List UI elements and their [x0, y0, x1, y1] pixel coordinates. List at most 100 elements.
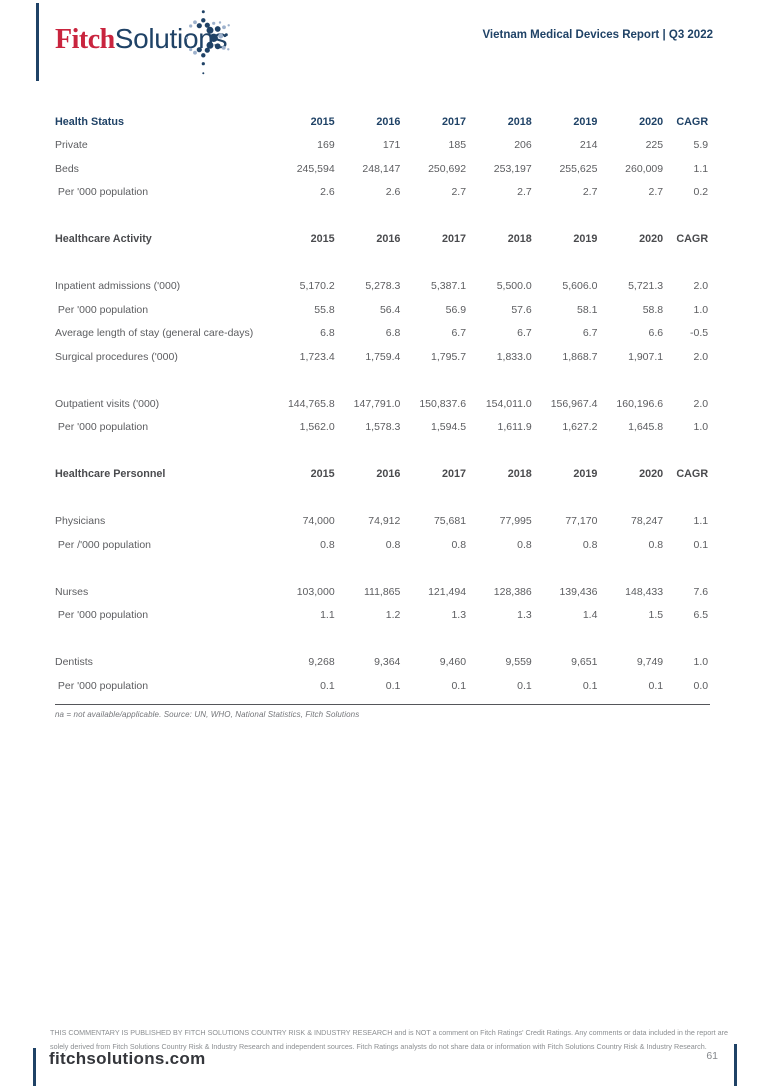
cell-value: 148,433	[625, 585, 664, 598]
cell-value: 2.0	[693, 280, 709, 293]
table-row: Dentists 9,268 9,364 9,460 9,559 9,651 9,749 1.…	[55, 651, 709, 675]
cell-value: 154,011.0	[485, 397, 532, 410]
cell-value: 1,594.5	[431, 421, 467, 434]
cell-value: 6.8	[320, 327, 335, 340]
row-spacer	[55, 486, 709, 510]
row-spacer	[55, 204, 709, 228]
cell-value: 160,196.6	[616, 397, 664, 410]
cell-value: 0.1	[320, 679, 335, 692]
cell-value: 2.0	[693, 350, 709, 363]
cell-value: 2.7	[451, 186, 467, 199]
cell-value: 2.6	[320, 186, 335, 199]
table-row: Beds 245,594 248,147 250,692 253,197 255,625 2…	[55, 157, 709, 181]
cell-value: 1,759.4	[365, 350, 401, 363]
year-column-header: 2018	[507, 233, 532, 246]
cell-value: 0.1	[451, 679, 467, 692]
fitchsolutions-link[interactable]: fitchsolutions.com	[49, 1049, 206, 1068]
row-spacer	[55, 627, 709, 651]
cell-value: 1.3	[451, 609, 467, 622]
page-number: 61	[706, 1050, 718, 1062]
table-section-title: Healthcare Personnel	[55, 468, 166, 481]
cell-value: 144,765.8	[287, 397, 335, 410]
cell-value: 0.1	[648, 679, 664, 692]
row-label: Per /'000 population	[55, 538, 151, 551]
cell-value: 0.8	[582, 538, 598, 551]
row-label: Outpatient visits ('000)	[55, 397, 160, 410]
table-section-title: Healthcare Activity	[55, 233, 152, 246]
cell-value: 103,000	[296, 585, 335, 598]
health-statistics-tables: Health Status 2015 2016 2017 2018 2019 2020 CAG…	[55, 110, 709, 698]
cell-value: 121,494	[428, 585, 467, 598]
cell-value: 5,721.3	[628, 280, 664, 293]
row-label: Per '000 population	[55, 609, 149, 622]
cell-value: 1.1	[693, 515, 709, 528]
cell-value: 0.1	[517, 679, 532, 692]
cell-value: 147,791.0	[353, 397, 401, 410]
cell-value: 0.8	[451, 538, 467, 551]
table-row: Per '000 population 0.1 0.1 0.1 0.1 0.1 0.1 0.0	[55, 674, 709, 698]
cell-value: 1.0	[693, 421, 709, 434]
cell-value: 7.6	[693, 585, 709, 598]
cell-value: 2.7	[648, 186, 664, 199]
row-label: Nurses	[55, 585, 89, 598]
footer-accent-bar-left	[33, 1048, 36, 1086]
table-row: Per '000 population 1,562.0 1,578.3 1,594.5…	[55, 416, 709, 440]
table-row: Nurses 103,000 111,865 121,494 128,386 139,43…	[55, 580, 709, 604]
cell-value: 9,364	[374, 656, 401, 669]
cell-value: 255,625	[559, 162, 598, 175]
year-column-header: 2020	[639, 233, 664, 246]
footer-disclaimer: THIS COMMENTARY IS PUBLISHED BY FITCH SO…	[50, 1028, 729, 1051]
cell-value: 0.1	[693, 538, 709, 551]
cell-value: 253,197	[493, 162, 532, 175]
row-label: Per '000 population	[55, 303, 149, 316]
cell-value: 1,578.3	[365, 421, 401, 434]
cell-value: 74,912	[368, 515, 401, 528]
row-label: Average length of stay (general care-day…	[55, 327, 254, 340]
cell-value: 1.0	[693, 656, 709, 669]
cell-value: 58.1	[577, 303, 598, 316]
year-column-header: 2019	[573, 115, 598, 128]
year-column-header: 2015	[310, 115, 335, 128]
cell-value: 6.7	[451, 327, 467, 340]
cell-value: 5,500.0	[496, 280, 532, 293]
table-footnote: na = not available/applicable. Source: U…	[55, 710, 360, 719]
cell-value: 6.7	[517, 327, 532, 340]
cell-value: 0.8	[385, 538, 401, 551]
cell-value: 0.8	[648, 538, 664, 551]
cell-value: 6.7	[582, 327, 598, 340]
year-column-header: 2015	[310, 233, 335, 246]
row-spacer	[55, 369, 709, 393]
table-row: Per '000 population 1.1 1.2 1.3 1.3 1.4 1.5 6.5	[55, 604, 709, 628]
table-row: Average length of stay (general care-day…	[55, 322, 709, 346]
cell-value: 75,681	[433, 515, 467, 528]
row-label: Beds	[55, 162, 79, 175]
cell-value: 225	[645, 139, 664, 152]
year-column-header: 2019	[573, 468, 598, 481]
cell-value: 77,995	[499, 515, 532, 528]
cell-value: 206	[514, 139, 532, 152]
year-column-header: 2018	[507, 468, 532, 481]
cell-value: 5,278.3	[365, 280, 401, 293]
cell-value: 78,247	[631, 515, 664, 528]
cell-value: 56.4	[379, 303, 401, 316]
year-column-header: 2016	[376, 468, 401, 481]
cell-value: 0.8	[320, 538, 335, 551]
cell-value: 0.2	[693, 186, 709, 199]
cell-value: 171	[382, 139, 401, 152]
cell-value: 5,170.2	[299, 280, 335, 293]
cell-value: 1.0	[693, 303, 709, 316]
cell-value: 74,000	[302, 515, 335, 528]
cell-value: 1,907.1	[628, 350, 664, 363]
cell-value: 1,833.0	[496, 350, 532, 363]
cell-value: 9,749	[636, 656, 664, 669]
cell-value: -0.5	[690, 327, 709, 340]
table-row: Per /'000 population 0.8 0.8 0.8 0.8 0.8 0.8 0.…	[55, 533, 709, 557]
row-label: Physicians	[55, 515, 106, 528]
cell-value: 250,692	[428, 162, 467, 175]
cell-value: 248,147	[362, 162, 401, 175]
cell-value: 156,967.4	[550, 397, 598, 410]
report-title: Vietnam Medical Devices Report | Q3 2022	[482, 29, 713, 41]
cagr-column-header: CAGR	[676, 233, 709, 246]
year-column-header: 2020	[639, 468, 664, 481]
cell-value: 9,559	[505, 656, 532, 669]
